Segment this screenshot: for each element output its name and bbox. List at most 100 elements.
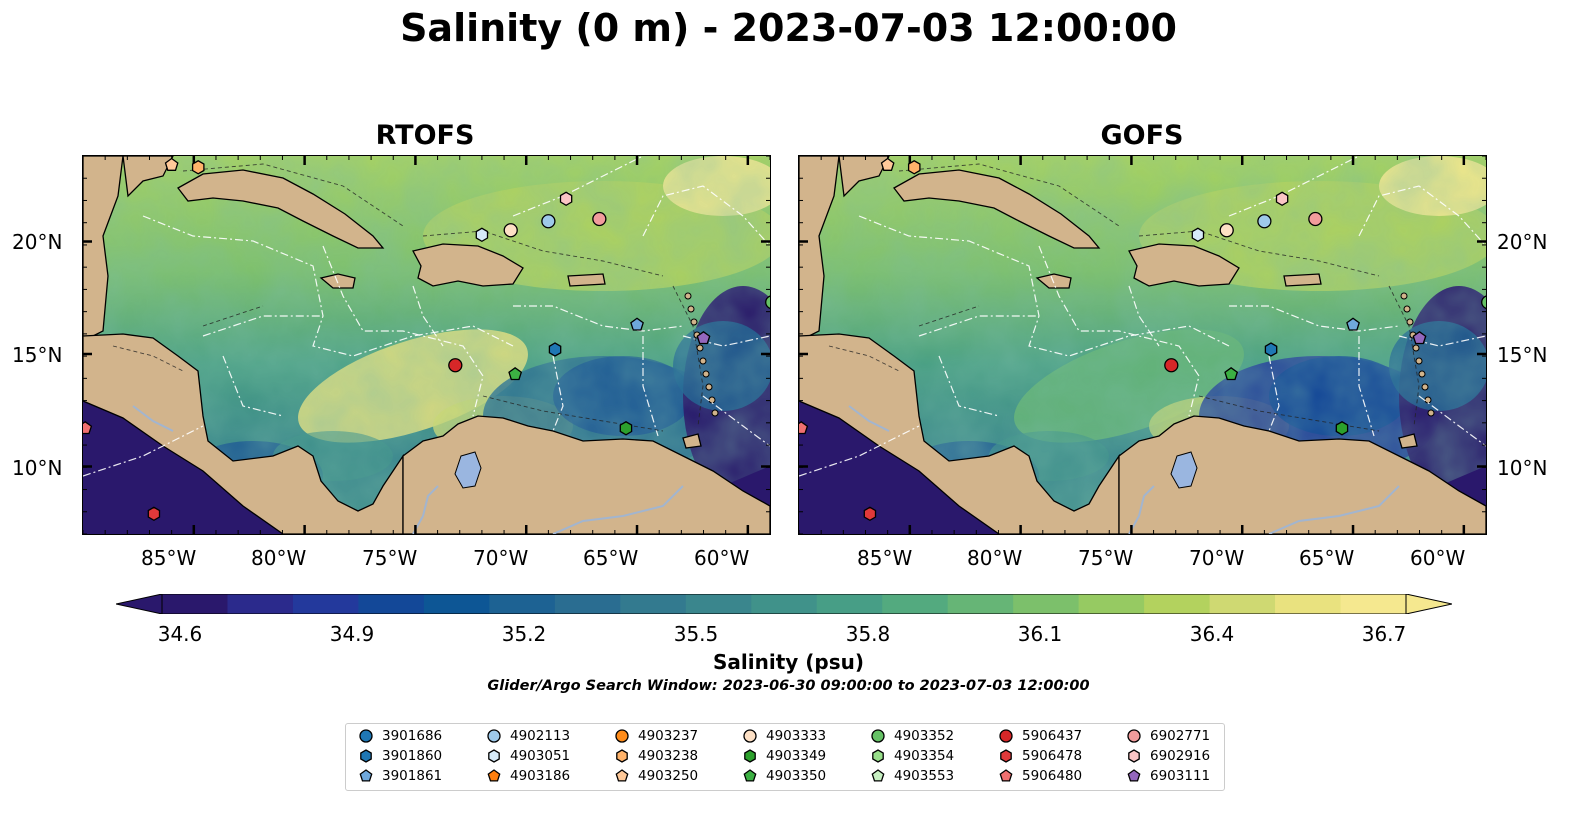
legend-label: 4903333 xyxy=(766,728,827,744)
legend-label: 3901686 xyxy=(382,728,443,744)
legend-hexagon-icon xyxy=(488,749,500,763)
float-marker-4903350 xyxy=(1224,367,1239,381)
colorbar-segment xyxy=(882,594,949,614)
float-marker-4902113 xyxy=(541,214,556,229)
legend-marker-5906478 xyxy=(1000,749,1012,763)
legend-hexagon-icon xyxy=(872,749,884,763)
float-marker-5906478 xyxy=(147,506,161,522)
legend-item-4903352: 4903352 xyxy=(870,726,954,746)
float-marker-4902113 xyxy=(1257,214,1272,229)
legend-label: 4903237 xyxy=(638,728,699,744)
legend-marker-5906480 xyxy=(999,769,1013,782)
legend-label: 4903238 xyxy=(638,748,699,764)
legend-label: 4903051 xyxy=(510,748,571,764)
colorbar-segment xyxy=(489,594,556,614)
legend-item-4903237: 4903237 xyxy=(614,726,698,746)
colorbar-segment xyxy=(947,594,1014,614)
colorbar-segment xyxy=(554,594,621,614)
colorbar-tick: 34.9 xyxy=(329,622,375,646)
colorbar-tick: 35.8 xyxy=(845,622,891,646)
legend-label: 6902771 xyxy=(1150,728,1211,744)
legend-item-4903354: 4903354 xyxy=(870,746,954,766)
legend-pentagon-icon xyxy=(871,769,885,782)
legend-label: 6903111 xyxy=(1150,768,1211,784)
float-marker-4903352 xyxy=(765,295,770,310)
legend-marker-4903553 xyxy=(871,769,885,782)
legend-circle-icon xyxy=(487,729,501,743)
float-marker-4903051 xyxy=(475,227,489,243)
legend-item-6902771: 6902771 xyxy=(1126,726,1210,746)
colorbar-tick: 36.1 xyxy=(1017,622,1063,646)
colorbar-segment xyxy=(1209,594,1276,614)
legend-item-4903238: 4903238 xyxy=(614,746,698,766)
lon-tick-gofs-65: 65°W xyxy=(1299,546,1355,570)
lon-tick-gofs-70: 70°W xyxy=(1189,546,1245,570)
legend-label: 5906437 xyxy=(1022,728,1083,744)
legend-item-6903111: 6903111 xyxy=(1126,766,1210,786)
legend-marker-5906437 xyxy=(999,729,1013,743)
float-marker-4903238 xyxy=(907,160,921,175)
legend-item-4903051: 4903051 xyxy=(486,746,570,766)
float-marker-4903333 xyxy=(503,223,518,238)
legend-marker-3901686 xyxy=(359,729,373,743)
float-marker-5906480 xyxy=(799,421,809,435)
colorbar-segment xyxy=(227,594,294,614)
lon-tick-gofs-80: 80°W xyxy=(967,546,1023,570)
legend-label: 4903186 xyxy=(510,768,571,784)
colorbar-tick: 35.5 xyxy=(673,622,719,646)
legend-marker-6902916 xyxy=(1128,749,1140,763)
legend-marker-4903237 xyxy=(615,729,629,743)
legend-label: 5906480 xyxy=(1022,768,1083,784)
float-marker-4903333 xyxy=(1219,223,1234,238)
legend-marker-4902113 xyxy=(487,729,501,743)
legend-item-3901860: 3901860 xyxy=(358,746,442,766)
map-panel-rtofs xyxy=(82,155,771,535)
float-marker-6902771 xyxy=(1308,211,1323,227)
legend-label: 4903250 xyxy=(638,768,699,784)
legend-marker-6903111 xyxy=(1127,769,1141,782)
float-marker-3901861 xyxy=(630,317,644,331)
salinity-colorbar xyxy=(116,594,1452,614)
legend-item-4902113: 4902113 xyxy=(486,726,570,746)
lon-tick-rtofs-65: 65°W xyxy=(583,546,639,570)
panel-title-rtofs: RTOFS xyxy=(375,120,475,151)
lat-tick-left-15: 15°N xyxy=(12,343,63,367)
float-marker-6902916 xyxy=(1275,191,1289,207)
float-marker-5906478 xyxy=(863,506,877,522)
legend-marker-4903354 xyxy=(872,749,884,763)
colorbar-tick: 35.2 xyxy=(501,622,547,646)
legend-hexagon-icon xyxy=(1128,749,1140,763)
float-marker-6903111 xyxy=(696,331,711,345)
legend-item-4903349: 4903349 xyxy=(742,746,826,766)
float-marker-6902916 xyxy=(559,191,573,207)
colorbar-segment xyxy=(816,594,883,614)
colorbar-segment xyxy=(751,594,818,614)
lat-tick-right-10: 10°N xyxy=(1497,456,1548,480)
legend-marker-4903051 xyxy=(488,749,500,763)
legend-circle-icon xyxy=(359,729,373,743)
float-marker-4903051 xyxy=(1191,227,1205,243)
legend-circle-icon xyxy=(1127,729,1141,743)
colorbar-segment xyxy=(1078,594,1145,614)
colorbar-segment xyxy=(620,594,687,614)
legend-item-4903553: 4903553 xyxy=(870,766,954,786)
legend-marker-4903333 xyxy=(743,729,757,743)
lon-tick-gofs-60: 60°W xyxy=(1410,546,1466,570)
float-marker-3901860 xyxy=(1264,342,1278,357)
lat-tick-right-15: 15°N xyxy=(1497,343,1548,367)
float-marker-5906480 xyxy=(83,421,93,435)
colorbar-tick: 36.4 xyxy=(1189,622,1235,646)
legend-hexagon-icon xyxy=(616,749,628,763)
float-legend: 3901686 3901860 3901861 4902113 4903051 49031… xyxy=(345,723,1225,791)
lon-tick-gofs-75: 75°W xyxy=(1078,546,1134,570)
legend-circle-icon xyxy=(743,729,757,743)
legend-label: 4903553 xyxy=(894,768,955,784)
legend-circle-icon xyxy=(999,729,1013,743)
float-marker-3901861 xyxy=(1346,317,1360,331)
legend-item-3901686: 3901686 xyxy=(358,726,442,746)
legend-marker-4903349 xyxy=(744,749,756,763)
float-marker-4903349 xyxy=(619,421,633,436)
lon-tick-gofs-85: 85°W xyxy=(857,546,913,570)
colorbar-segment xyxy=(685,594,752,614)
float-marker-4903352 xyxy=(1481,295,1486,310)
